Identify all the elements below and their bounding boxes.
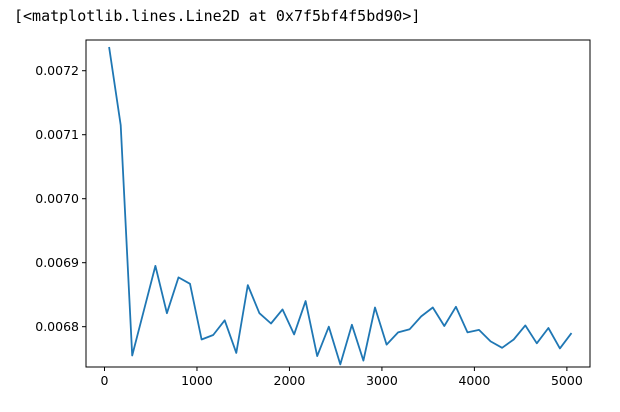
x-axis: 0 1000 2000 3000 4000 5000: [101, 367, 583, 388]
y-tick-label: 0.0071: [35, 127, 79, 142]
axes-frame: [85, 39, 591, 368]
output-repr-text: [<matplotlib.lines.Line2D at 0x7f5bf4f5b…: [14, 7, 421, 25]
x-tick-label: 5000: [551, 373, 583, 388]
series-layer: [108, 46, 573, 366]
y-tick-label: 0.0072: [35, 63, 79, 78]
x-tick-label: 1000: [181, 373, 213, 388]
x-tick-label: 4000: [458, 373, 490, 388]
x-tick-label: 2000: [274, 373, 306, 388]
y-tick-label: 0.0069: [35, 255, 79, 270]
x-tick-label: 3000: [366, 373, 398, 388]
y-axis: 0.0068 0.0069 0.0070 0.0071 0.0072: [35, 63, 86, 334]
x-tick-label: 0: [101, 373, 109, 388]
series-line-0: [108, 46, 573, 366]
y-tick-label: 0.0070: [35, 191, 79, 206]
y-tick-label: 0.0068: [35, 319, 79, 334]
